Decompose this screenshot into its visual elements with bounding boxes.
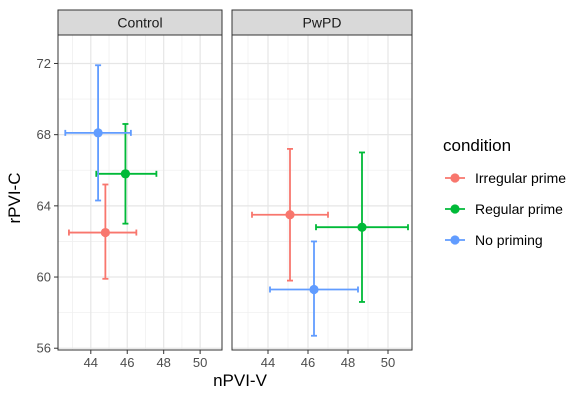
x-tick-label: 48	[341, 355, 355, 370]
facet-panel-control: Control	[57, 9, 223, 351]
legend-label: Irregular prime	[475, 170, 566, 186]
series-regular-prime	[95, 123, 409, 303]
legend: condition Irregular prime Regular prime No…	[443, 136, 566, 248]
series-irregular-prime	[68, 147, 329, 282]
facet-panels: Control PwPD	[57, 9, 413, 351]
legend-label: No priming	[475, 232, 543, 248]
y-tick-label: 60	[37, 270, 51, 285]
x-tick-label: 50	[381, 355, 395, 370]
series-no-priming	[64, 64, 359, 337]
x-tick-label: 46	[120, 355, 134, 370]
data-marks	[64, 64, 409, 337]
legend-entry: Irregular prime	[445, 170, 566, 186]
data-point	[100, 227, 110, 238]
y-tick-label: 68	[37, 127, 51, 142]
y-axis-title: rPVI-C	[5, 173, 24, 224]
x-axis-title: nPVI-V	[213, 371, 268, 390]
x-tick-label: 50	[193, 355, 207, 370]
panel-background	[232, 35, 412, 350]
x-tick-label: 44	[84, 355, 98, 370]
axes: nPVI-V rPVI-C 44 46 48 50 44 46 48 50 56 60 64 68 72	[5, 56, 395, 390]
legend-key-point	[450, 173, 460, 183]
data-point	[285, 210, 295, 220]
y-tick-label: 72	[37, 56, 51, 71]
data-point	[309, 284, 319, 295]
facet-panel-pwpd: PwPD	[231, 9, 413, 351]
panel-border	[57, 34, 223, 351]
x-tick-label: 48	[156, 355, 170, 370]
panel-border	[231, 34, 413, 351]
legend-key-point	[450, 235, 460, 245]
facet-strip-label: Control	[117, 15, 162, 31]
data-point	[93, 128, 103, 138]
legend-title: condition	[443, 136, 511, 155]
facet-strip	[57, 9, 223, 36]
facet-strip-label: PwPD	[303, 15, 342, 31]
y-tick-label: 56	[37, 341, 51, 356]
legend-label: Regular prime	[475, 201, 563, 217]
data-point	[357, 222, 367, 232]
legend-entry: No priming	[445, 232, 543, 248]
panel-background	[58, 35, 222, 350]
x-tick-label: 46	[301, 355, 315, 370]
x-tick-label: 44	[261, 355, 275, 370]
y-tick-label: 64	[37, 198, 51, 213]
legend-key-point	[450, 204, 460, 214]
legend-entry: Regular prime	[445, 201, 563, 217]
facet-strip	[231, 9, 413, 36]
data-point	[120, 169, 131, 179]
